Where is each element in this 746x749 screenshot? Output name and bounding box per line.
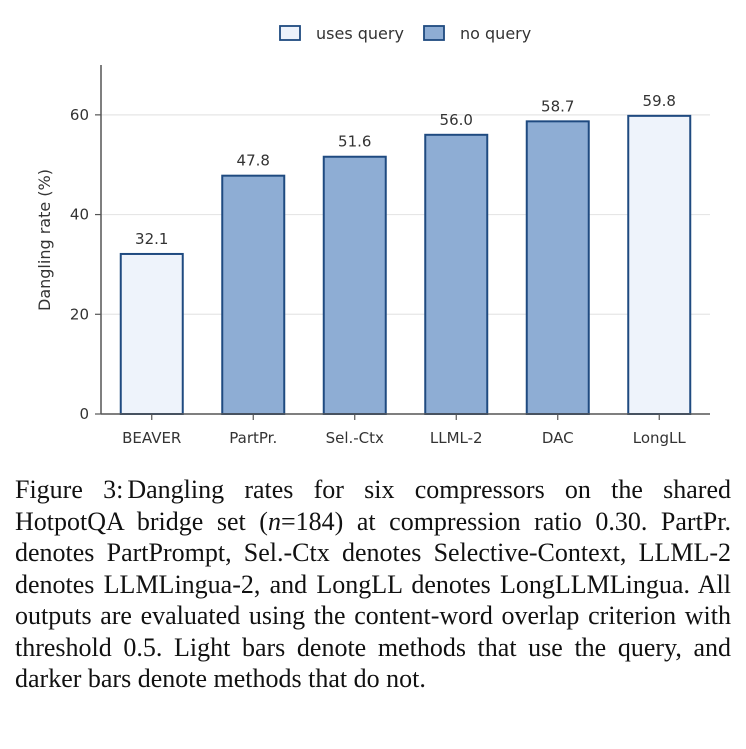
- gridlines: [101, 114, 710, 315]
- legend: uses query no query: [279, 24, 531, 43]
- y-axis-title: Dangling rate (%): [35, 169, 54, 311]
- caption-text-2: ) at compression ratio: [334, 506, 596, 536]
- x-tick-label: BEAVER: [122, 429, 181, 447]
- bar-value-label: 47.8: [237, 152, 270, 170]
- y-tick-label: 40: [70, 206, 89, 224]
- legend-label: uses query: [316, 24, 404, 43]
- bar-value-label: 51.6: [338, 133, 371, 151]
- caption-text-3: . PartPr. denotes PartPrompt, Sel.-Ctx d…: [15, 506, 731, 662]
- bar-partpr: [221, 174, 286, 415]
- bar-llml-2: [424, 133, 489, 416]
- bar-value-label: 32.1: [135, 230, 168, 248]
- bar-chart: uses query no query 32.1 47.8 51.6 56.0 58.7 5…: [35, 24, 710, 447]
- bar-dac: [525, 120, 590, 416]
- caption-math-n: n: [267, 506, 281, 536]
- caption-text-4: . Light bars denote methods that use the…: [15, 632, 732, 694]
- axes: 0 20 40 60 BEAVER PartPr. Sel.-Ctx LLML-2 DAC Lon…: [70, 65, 710, 447]
- bar-value-label: 58.7: [541, 97, 574, 115]
- bar-beaver: [119, 252, 184, 415]
- legend-label: no query: [460, 24, 531, 43]
- y-tick-label: 60: [70, 106, 89, 124]
- caption-threshold: 0.5: [123, 632, 156, 662]
- legend-swatch: [279, 25, 301, 41]
- x-tick-label: DAC: [542, 429, 574, 447]
- bars: 32.1 47.8 51.6 56.0 58.7 59.8: [119, 92, 692, 416]
- x-tick-label: PartPr.: [229, 429, 277, 447]
- figure-caption: Figure 3: Dangling rates for six compress…: [15, 474, 731, 695]
- bar-longll: [627, 114, 692, 416]
- bar-value-label: 59.8: [643, 92, 676, 110]
- caption-text-1: Dangling rates for six compressors on th…: [15, 475, 731, 536]
- bar-value-label: 56.0: [440, 111, 473, 129]
- y-tick-label: 20: [70, 305, 89, 323]
- x-tick-label: LLML-2: [430, 429, 483, 447]
- y-tick-label: 0: [79, 405, 89, 423]
- caption-math-eq: =184: [280, 506, 335, 536]
- x-tick-label: LongLL: [633, 429, 687, 447]
- caption-ratio: 0.30: [595, 506, 641, 536]
- bar-sel-ctx: [322, 155, 387, 415]
- legend-swatch: [423, 25, 445, 41]
- x-tick-label: Sel.-Ctx: [326, 429, 384, 447]
- caption-label: Figure 3:: [15, 475, 124, 504]
